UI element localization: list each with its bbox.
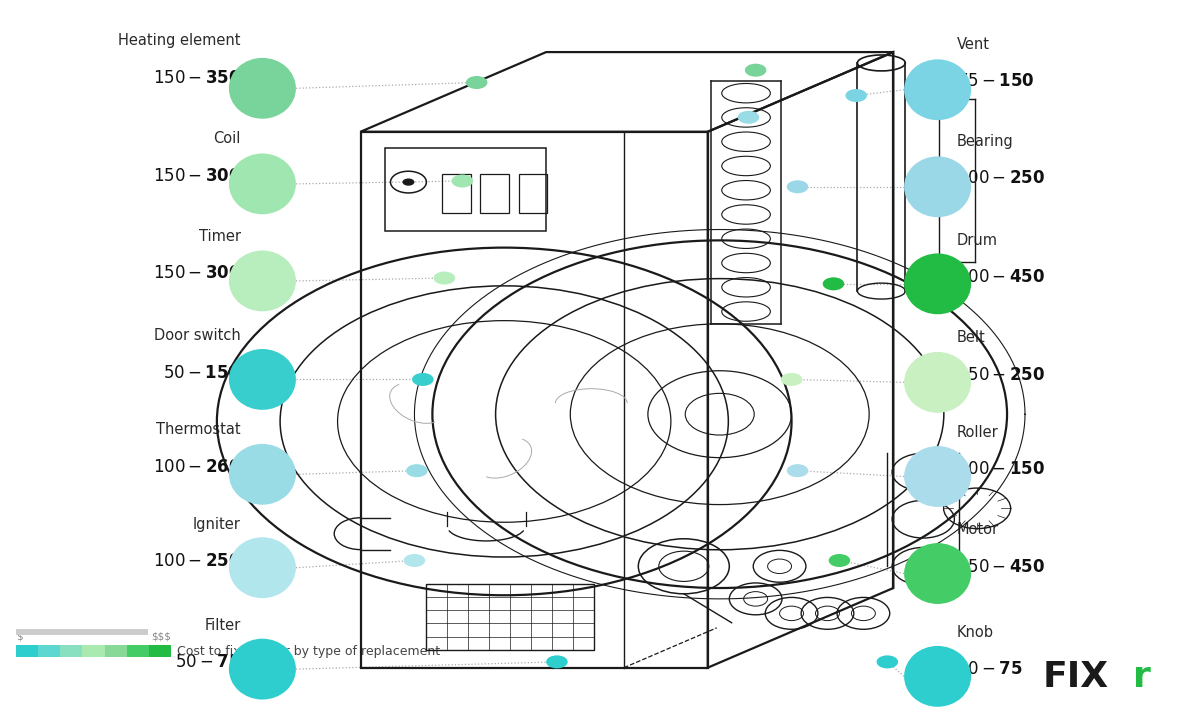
Text: Roller: Roller — [956, 425, 998, 440]
Text: $150 - $300: $150 - $300 — [152, 166, 241, 185]
Ellipse shape — [229, 58, 296, 119]
Ellipse shape — [229, 444, 296, 505]
Text: Igniter: Igniter — [193, 516, 241, 531]
FancyBboxPatch shape — [16, 646, 38, 656]
Circle shape — [781, 373, 803, 386]
Text: Motor: Motor — [956, 522, 998, 537]
Text: Vent: Vent — [956, 37, 990, 52]
FancyBboxPatch shape — [60, 646, 83, 656]
Circle shape — [433, 271, 455, 284]
Text: Coil: Coil — [214, 132, 241, 146]
Text: $150 - $300: $150 - $300 — [152, 265, 241, 282]
Circle shape — [846, 89, 866, 102]
Circle shape — [829, 554, 851, 567]
Text: r: r — [1133, 660, 1151, 694]
Text: $300 - $450: $300 - $450 — [956, 268, 1045, 286]
Text: Thermostat: Thermostat — [156, 422, 241, 438]
Text: Bearing: Bearing — [956, 134, 1014, 149]
Ellipse shape — [229, 349, 296, 410]
Circle shape — [403, 554, 425, 567]
Ellipse shape — [904, 254, 971, 314]
Ellipse shape — [229, 639, 296, 699]
Text: $100 - $150: $100 - $150 — [956, 459, 1045, 478]
Circle shape — [406, 464, 427, 477]
Text: $150 - $350: $150 - $350 — [152, 69, 241, 87]
Text: Cost to fix a dryer by type of replacement: Cost to fix a dryer by type of replaceme… — [178, 645, 440, 657]
Circle shape — [876, 655, 898, 668]
Circle shape — [745, 64, 767, 77]
Text: Heating element: Heating element — [119, 33, 241, 49]
Text: $100 - $260: $100 - $260 — [152, 458, 241, 475]
Ellipse shape — [229, 537, 296, 598]
Circle shape — [787, 464, 809, 477]
Circle shape — [546, 655, 568, 668]
Text: Belt: Belt — [956, 330, 985, 345]
Circle shape — [738, 111, 760, 124]
Ellipse shape — [904, 446, 971, 507]
Text: Knob: Knob — [956, 625, 994, 640]
Circle shape — [412, 373, 433, 386]
FancyBboxPatch shape — [127, 646, 149, 656]
FancyBboxPatch shape — [38, 646, 60, 656]
Circle shape — [823, 277, 845, 290]
Ellipse shape — [904, 646, 971, 707]
Text: $50 - $75: $50 - $75 — [175, 653, 241, 671]
Text: Timer: Timer — [199, 229, 241, 244]
Text: Filter: Filter — [204, 618, 241, 633]
FancyBboxPatch shape — [149, 646, 172, 656]
Text: $: $ — [16, 632, 23, 642]
Circle shape — [787, 180, 809, 193]
Ellipse shape — [904, 543, 971, 604]
FancyBboxPatch shape — [16, 629, 148, 635]
Text: $50 - $75: $50 - $75 — [956, 660, 1022, 678]
Ellipse shape — [904, 156, 971, 217]
Text: $250 - $450: $250 - $450 — [956, 558, 1045, 576]
Text: $150 - $250: $150 - $250 — [956, 366, 1045, 384]
Text: Door switch: Door switch — [154, 328, 241, 343]
Text: Drum: Drum — [956, 233, 997, 248]
Ellipse shape — [904, 352, 971, 413]
FancyBboxPatch shape — [83, 646, 104, 656]
Text: $75 - $150: $75 - $150 — [956, 73, 1034, 90]
Text: $50 - $150: $50 - $150 — [163, 364, 241, 382]
Ellipse shape — [229, 153, 296, 214]
Text: $$$: $$$ — [151, 632, 172, 642]
Text: FIX: FIX — [1043, 660, 1109, 694]
Ellipse shape — [904, 60, 971, 120]
Text: $100 - $250: $100 - $250 — [152, 552, 241, 570]
Circle shape — [402, 178, 414, 185]
Text: $100 - $250: $100 - $250 — [956, 169, 1045, 188]
Circle shape — [451, 174, 473, 188]
Ellipse shape — [229, 251, 296, 311]
Circle shape — [466, 76, 487, 89]
FancyBboxPatch shape — [104, 646, 127, 656]
